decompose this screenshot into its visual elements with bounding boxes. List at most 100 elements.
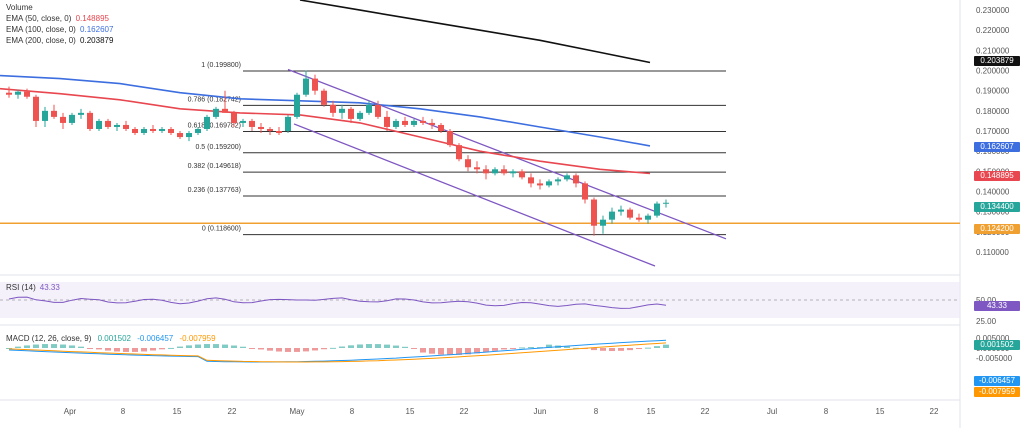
macd-tick-label: -0.005000 (976, 354, 1013, 363)
macd-tick-label: 0.005000 (976, 334, 1010, 343)
candle (582, 183, 588, 200)
candle (519, 171, 525, 178)
x-tick-label: 8 (594, 407, 599, 416)
macd-histogram-bar (609, 348, 615, 352)
macd-histogram-bar (519, 347, 525, 349)
macd-histogram-bar (645, 347, 651, 349)
macd-label: MACD (12, 26, close, 9) (6, 334, 92, 343)
fib-label: 1 (0.199800) (201, 62, 241, 69)
macd-histogram-bar (150, 348, 156, 351)
macd-histogram-bar (177, 346, 183, 348)
candle (87, 112, 93, 129)
candle (438, 124, 444, 131)
candle (321, 90, 327, 105)
x-tick-label: 8 (121, 407, 126, 416)
candle (564, 175, 570, 180)
x-tick-label: 8 (350, 407, 355, 416)
candle (123, 124, 129, 129)
ema100-value: 0.162607 (80, 25, 114, 34)
macd-histogram-bar (78, 346, 84, 348)
candle (114, 124, 120, 127)
macd-histogram-bar (168, 347, 174, 349)
macd-signal-tag: -0.007959 (974, 387, 1020, 397)
macd-histogram-bar (474, 348, 480, 354)
candle (393, 120, 399, 127)
macd-histogram-bar (231, 345, 237, 348)
macd-histogram-bar (267, 348, 273, 351)
macd-histogram-bar (42, 344, 48, 348)
candle (15, 91, 21, 95)
macd-histogram-bar (591, 348, 597, 351)
candle (465, 159, 471, 168)
price-tick-label: 0.210000 (976, 46, 1010, 55)
macd-histogram-bar (51, 344, 57, 348)
price-tick-label: 0.140000 (976, 187, 1010, 196)
x-tick-label: May (289, 407, 304, 416)
macd-histogram-bar (321, 348, 327, 350)
fib-label: 0.618 (0.169782) (188, 122, 241, 129)
macd-signal-value: -0.007959 (179, 334, 216, 343)
candle (60, 116, 66, 123)
macd-line (8, 339, 667, 363)
ema200-line (299, 0, 651, 64)
candle (348, 108, 354, 119)
candle (663, 202, 669, 204)
ema100-price-tag: 0.162607 (974, 142, 1020, 152)
ema50-value: 0.148895 (75, 14, 109, 23)
candle (168, 128, 174, 134)
macd-histogram-bar (222, 344, 228, 348)
price-tick-label: 0.180000 (976, 107, 1010, 116)
macd-histogram-bar (303, 348, 309, 352)
candle (276, 131, 282, 134)
macd-histogram-bar (483, 348, 489, 353)
candle (537, 183, 543, 186)
candle (546, 181, 552, 186)
rsi-label: RSI (14) (6, 283, 36, 292)
macd-hist-tag: 0.001502 (974, 340, 1020, 350)
price-tick-label: 0.190000 (976, 87, 1010, 96)
legend-volume-label: Volume (6, 3, 33, 12)
candle (375, 104, 381, 117)
x-tick-label: Jul (767, 407, 777, 416)
rsi-tick-label: 25.00 (976, 317, 997, 326)
x-tick-label: 15 (876, 407, 885, 416)
macd-histogram-bar (312, 348, 318, 351)
rsi-line (8, 296, 667, 309)
macd-histogram-bar (339, 346, 345, 348)
ema100-line (0, 74, 651, 147)
candle (69, 114, 75, 123)
price-tick-label: 0.170000 (976, 127, 1010, 136)
ema50-label: EMA (50, close, 0) (6, 14, 72, 23)
macd-histogram-bar (96, 348, 102, 350)
macd-histogram-bar (510, 348, 516, 349)
candle (420, 120, 426, 123)
macd-histogram-bar (69, 345, 75, 348)
x-tick-label: 15 (647, 407, 656, 416)
macd-histogram-bar (6, 348, 12, 349)
candle (447, 131, 453, 146)
last-price-tag: 0.134400 (974, 202, 1020, 212)
candle (294, 94, 300, 117)
macd-histogram-bar (60, 344, 66, 348)
candle (51, 110, 57, 117)
macd-histogram-bar (618, 348, 624, 351)
candle (267, 128, 273, 131)
x-tick-label: 22 (460, 407, 469, 416)
x-tick-label: Jun (534, 407, 547, 416)
candle (177, 133, 183, 138)
macd-histogram-bar (15, 346, 21, 348)
candle (159, 128, 165, 131)
fib-label: 0.786 (0.182742) (188, 96, 241, 103)
price-tick-label: 0.110000 (976, 248, 1009, 257)
ema100-label: EMA (100, close, 0) (6, 25, 76, 34)
candle (339, 108, 345, 113)
channel-lower-line (293, 123, 656, 267)
x-tick-label: 22 (930, 407, 939, 416)
candle (78, 112, 84, 115)
candle (285, 116, 291, 131)
candle (429, 122, 435, 125)
candle (204, 116, 210, 129)
macd-histogram-bar (627, 348, 633, 351)
candle (618, 209, 624, 212)
